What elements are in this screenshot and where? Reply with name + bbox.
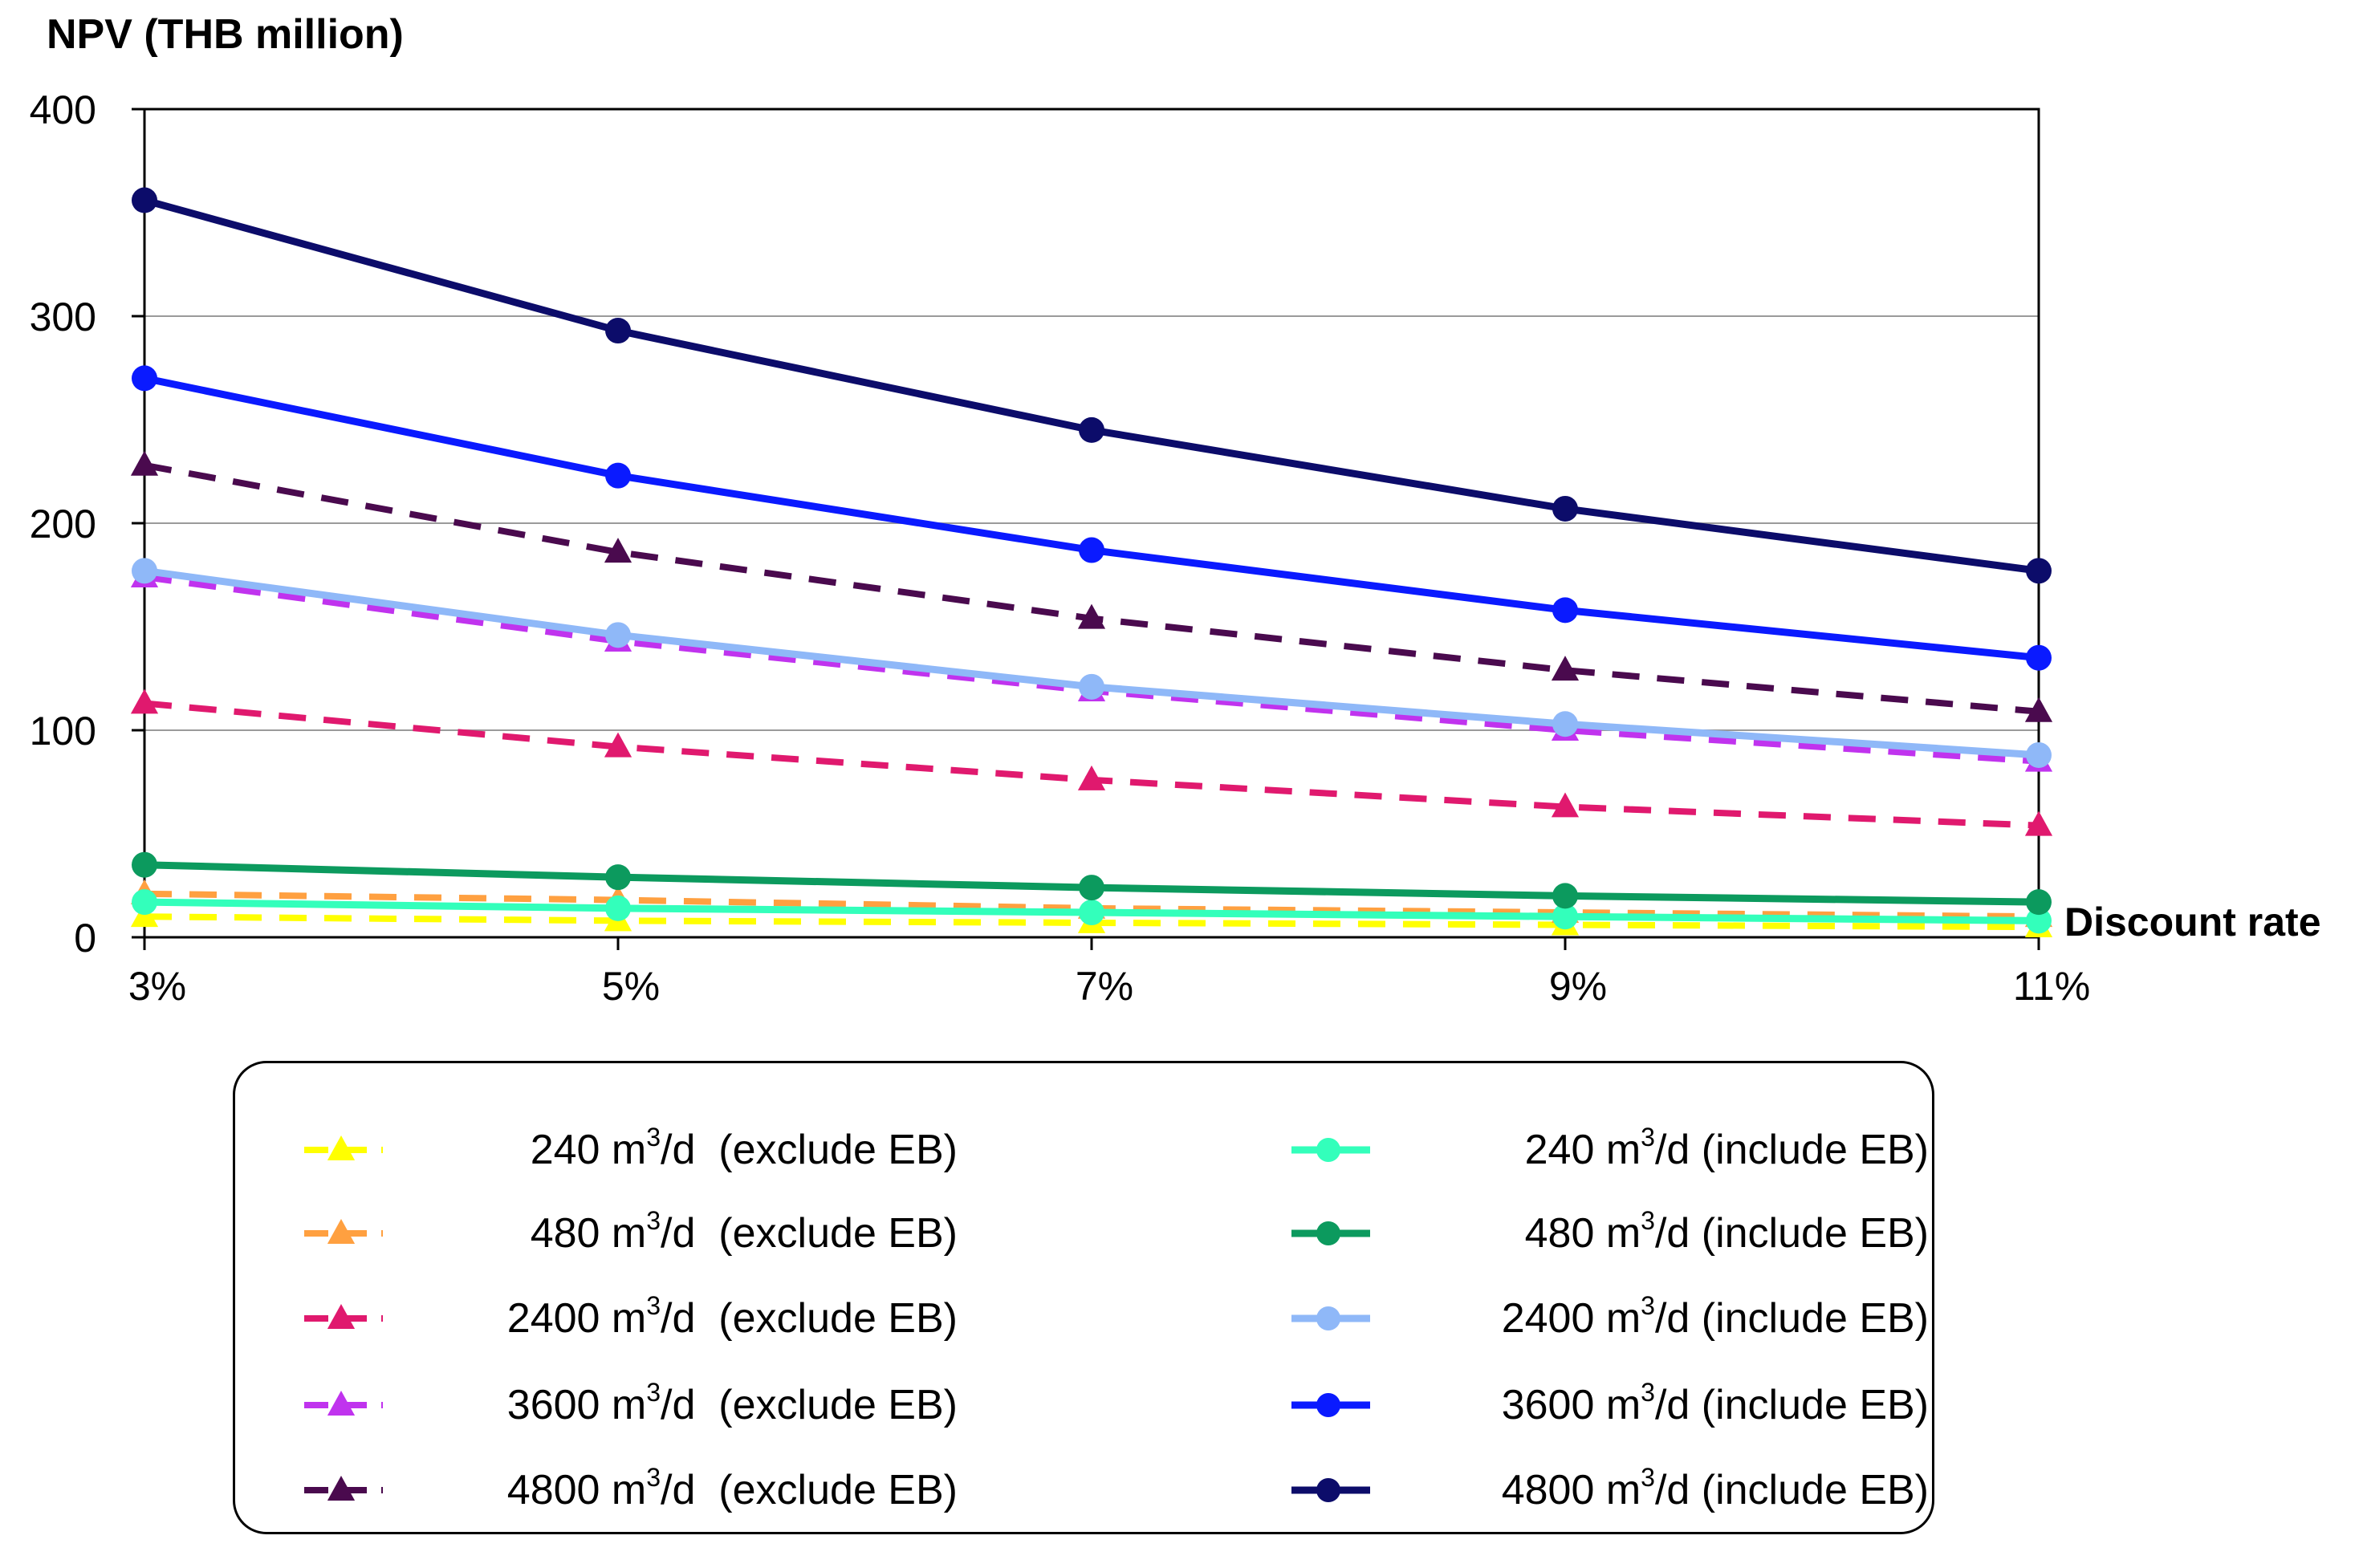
legend-label-2: 2400 m3/d (exclude EB) <box>506 1290 958 1342</box>
legend-entry-7: 2400 m3/d (include EB) <box>1287 1278 1929 1359</box>
legend-swatch-5 <box>1291 1138 1370 1162</box>
series-7 <box>132 558 2052 768</box>
series-8-point-4 <box>2026 644 2052 671</box>
legend-swatch-9 <box>1291 1478 1370 1502</box>
series-6-point-3 <box>1552 883 1578 909</box>
x-tick-label-0: 3% <box>128 964 186 1009</box>
legend-swatch-8 <box>1291 1393 1370 1417</box>
legend-entry-2: 2400 m3/d (exclude EB) <box>299 1278 958 1359</box>
legend-entry-4: 4800 m3/d (exclude EB) <box>299 1450 958 1530</box>
series-2-point-0 <box>130 689 159 714</box>
legend-label-9: 4800 m3/d (include EB) <box>1501 1462 1929 1513</box>
series-7-point-0 <box>132 558 157 584</box>
series-5-point-0 <box>132 889 157 916</box>
y-tick-label-0: 0 <box>74 916 96 961</box>
series-8-point-0 <box>132 365 157 392</box>
series-6-point-0 <box>132 851 157 878</box>
y-axis-title: NPV (THB million) <box>47 11 404 58</box>
series-4-point-3 <box>1551 656 1580 681</box>
legend-entry-8: 3600 m3/d (include EB) <box>1287 1365 1929 1445</box>
series-5-point-4 <box>2026 908 2052 934</box>
series-9-point-3 <box>1552 495 1578 522</box>
series-line-2 <box>144 700 2040 829</box>
legend-swatch-0 <box>304 1135 383 1160</box>
y-tick-label-400: 400 <box>30 87 96 132</box>
legend-swatch-2 <box>304 1304 383 1329</box>
series-8-point-3 <box>1552 597 1578 624</box>
legend: 240 m3/d (exclude EB) 480 m3/d (exclude E… <box>233 1061 1934 1534</box>
series-2-point-3 <box>1551 792 1580 818</box>
x-axis-title: Discount rate <box>2064 900 2321 944</box>
y-tick-label-200: 200 <box>30 502 96 546</box>
series-4-point-1 <box>604 538 632 563</box>
series-4-point-4 <box>2024 697 2053 722</box>
series-8-point-1 <box>605 462 631 489</box>
series-5-point-3 <box>1552 904 1578 930</box>
series-2-point-2 <box>1077 765 1106 790</box>
series-8 <box>132 365 2052 671</box>
legend-label-5: 240 m3/d (include EB) <box>1524 1122 1929 1173</box>
series-9 <box>132 187 2052 584</box>
series-4 <box>130 450 2053 722</box>
legend-label-0: 240 m3/d (exclude EB) <box>530 1122 958 1173</box>
legend-swatch-6 <box>1291 1221 1370 1245</box>
x-tick-label-3: 9% <box>1549 964 1607 1009</box>
series-6-point-1 <box>605 864 631 891</box>
y-tick-label-100: 100 <box>30 709 96 754</box>
legend-label-1: 480 m3/d (exclude EB) <box>530 1205 958 1257</box>
series-7-point-3 <box>1552 711 1578 737</box>
series-2-point-4 <box>2024 810 2053 836</box>
x-tick-label-1: 5% <box>602 964 660 1009</box>
legend-entry-3: 3600 m3/d (exclude EB) <box>299 1365 958 1445</box>
legend-swatch-7 <box>1291 1306 1370 1330</box>
x-tick-label-4: 11% <box>2013 964 2090 1009</box>
series-6-point-2 <box>1079 875 1104 901</box>
legend-entry-5: 240 m3/d (include EB) <box>1287 1110 1929 1190</box>
series-7-point-2 <box>1079 673 1104 700</box>
legend-swatch-3 <box>304 1391 383 1416</box>
legend-label-7: 2400 m3/d (include EB) <box>1501 1290 1929 1342</box>
series-6-point-4 <box>2026 889 2052 916</box>
series-4-point-2 <box>1077 603 1106 629</box>
series-2 <box>130 689 2053 836</box>
legend-swatch-1 <box>304 1219 383 1244</box>
legend-label-4: 4800 m3/d (exclude EB) <box>506 1462 958 1513</box>
legend-label-8: 3600 m3/d (include EB) <box>1501 1377 1929 1428</box>
series-9-point-2 <box>1079 416 1104 443</box>
legend-entry-9: 4800 m3/d (include EB) <box>1287 1450 1929 1530</box>
legend-entry-0: 240 m3/d (exclude EB) <box>299 1110 958 1190</box>
y-tick-label-300: 300 <box>30 295 96 339</box>
series-9-point-0 <box>132 187 157 213</box>
x-tick-label-2: 7% <box>1076 964 1133 1009</box>
series-5-point-1 <box>605 895 631 921</box>
series-5-point-2 <box>1079 900 1104 926</box>
legend-label-6: 480 m3/d (include EB) <box>1524 1205 1929 1257</box>
series-6 <box>132 851 2052 916</box>
series-2-point-1 <box>604 732 632 758</box>
npv-line-chart: NPV (THB million) Discount rate 0 100 200 3… <box>30 11 2321 1009</box>
series-4-point-0 <box>130 450 159 476</box>
series-8-point-2 <box>1079 537 1104 563</box>
legend-swatch-4 <box>304 1476 383 1501</box>
legend-entry-6: 480 m3/d (include EB) <box>1287 1193 1929 1273</box>
legend-entry-1: 480 m3/d (exclude EB) <box>299 1193 958 1273</box>
series-7-point-1 <box>605 622 631 648</box>
legend-label-3: 3600 m3/d (exclude EB) <box>506 1377 958 1428</box>
series-5 <box>132 889 2052 934</box>
series-7-point-4 <box>2026 741 2052 768</box>
series-9-point-1 <box>605 318 631 344</box>
series-9-point-4 <box>2026 558 2052 584</box>
